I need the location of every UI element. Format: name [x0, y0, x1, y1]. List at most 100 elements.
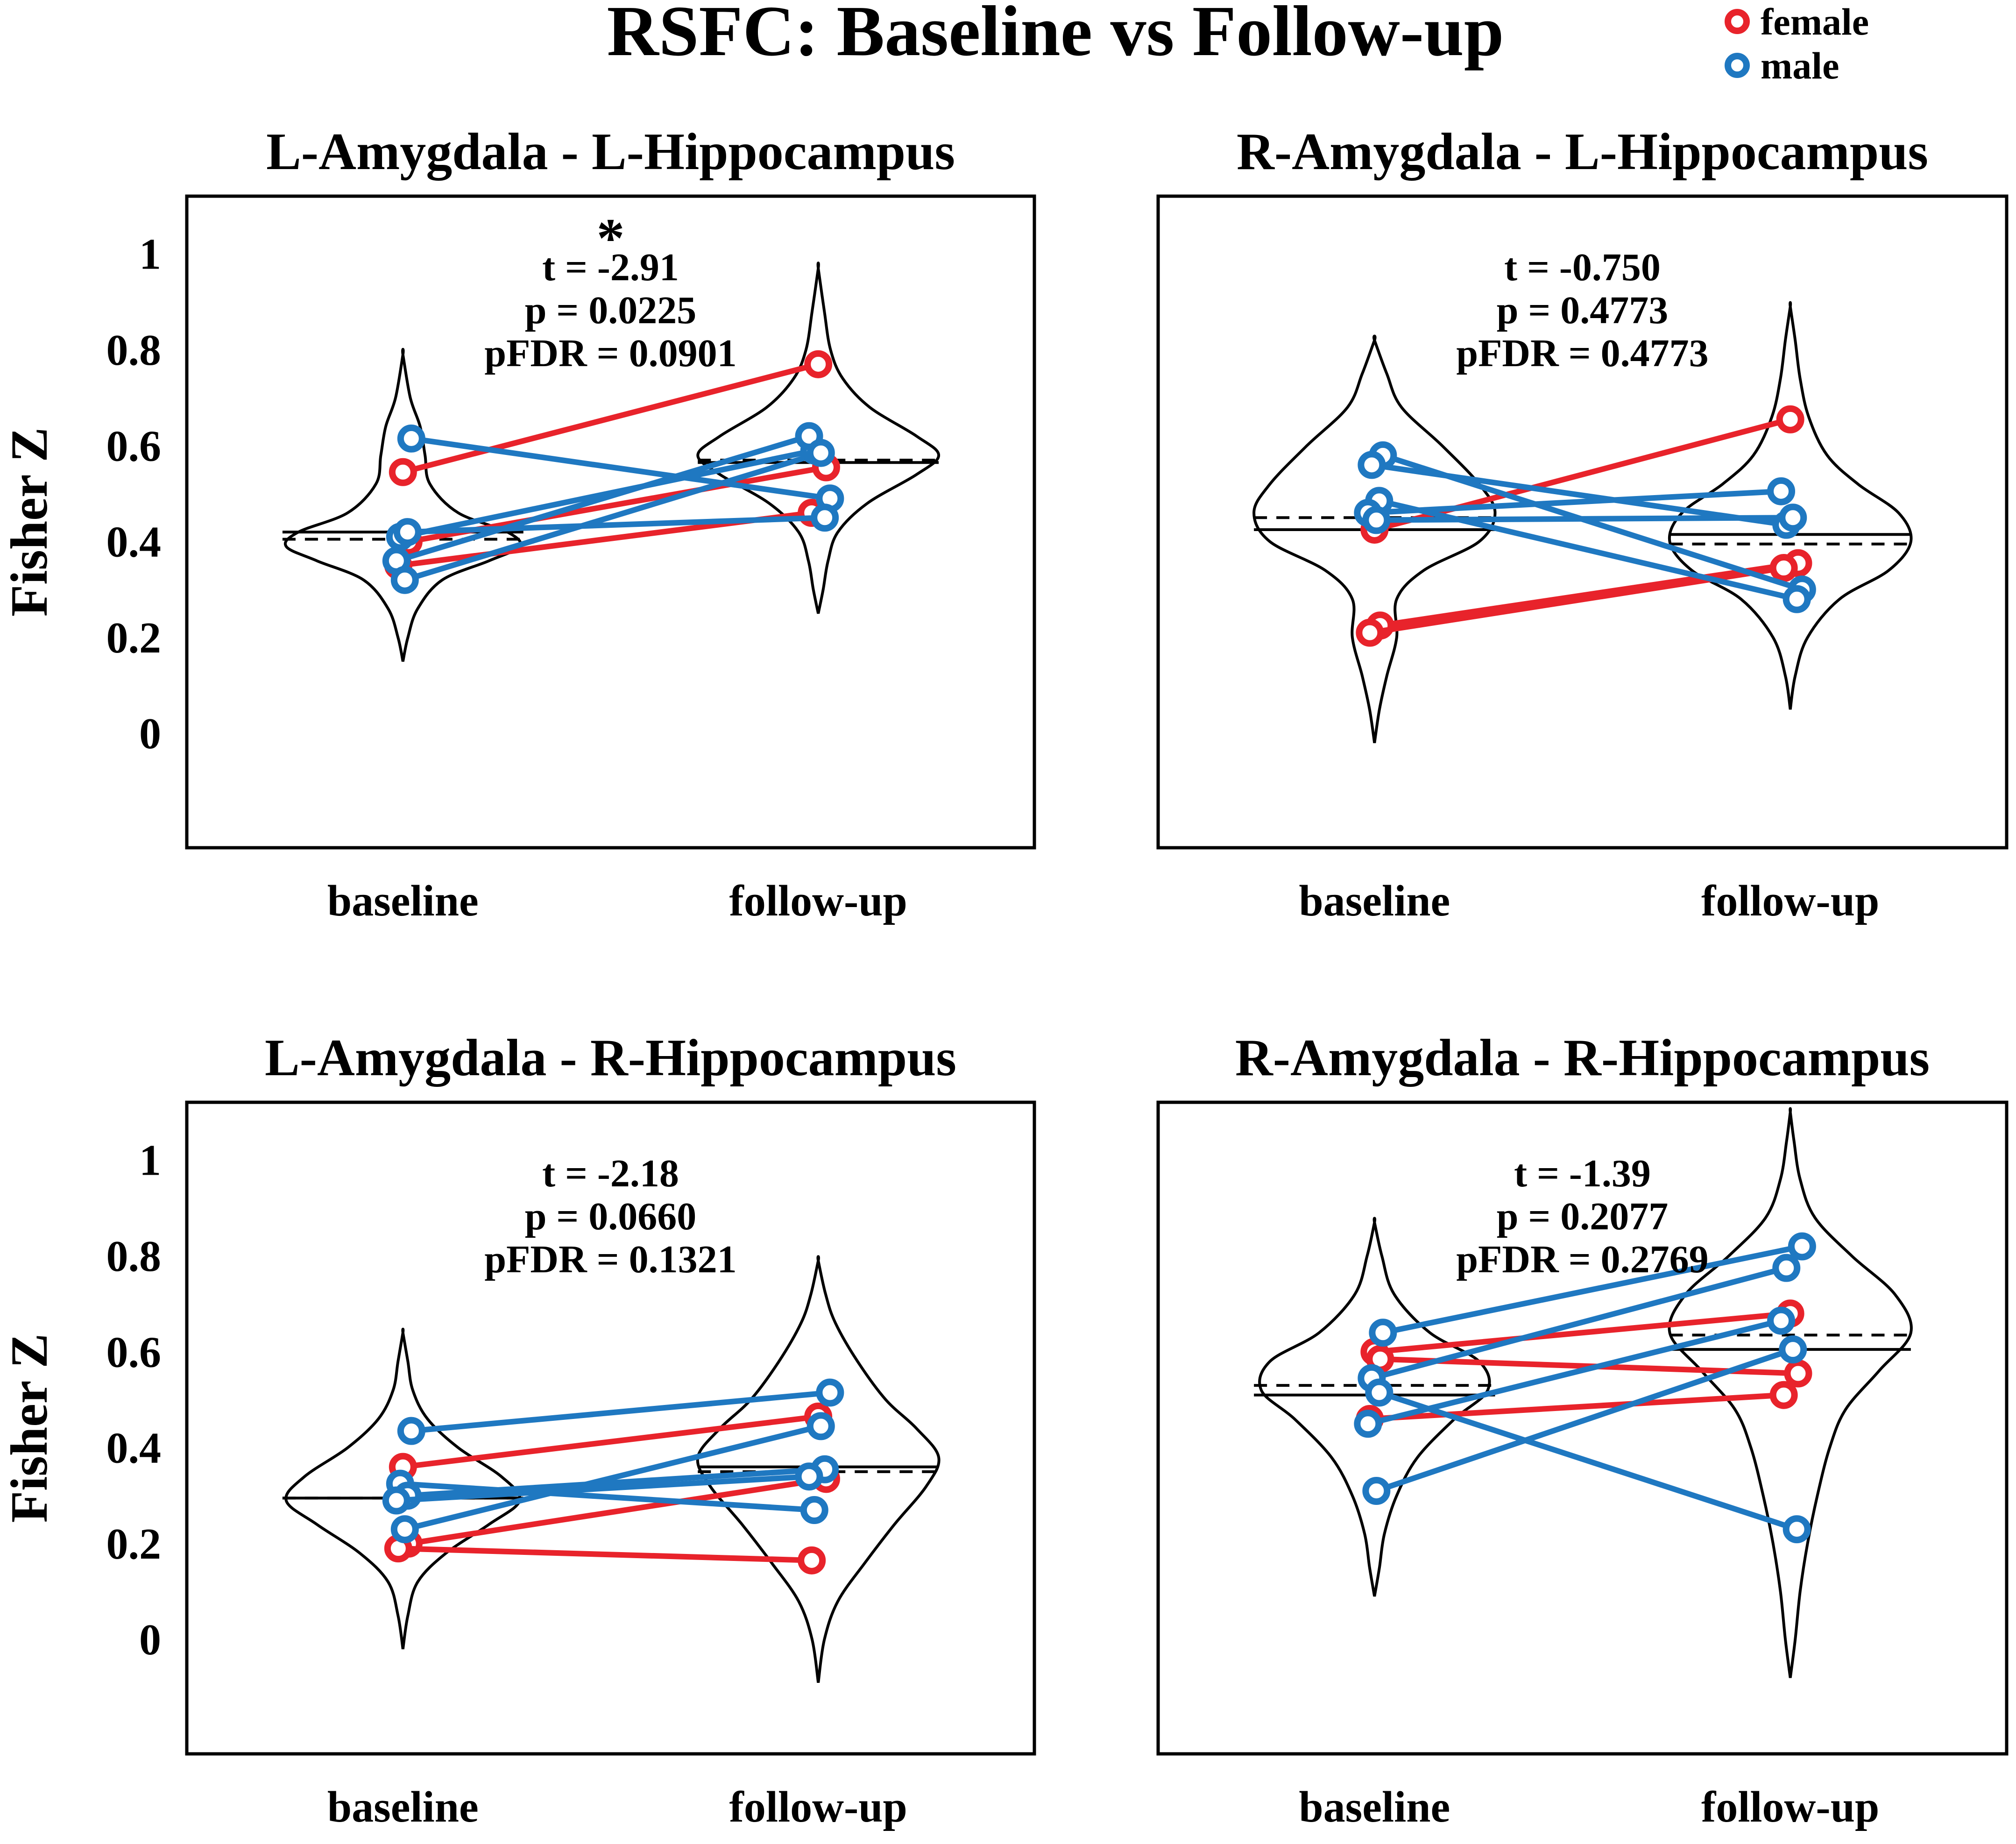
subject-line-female [402, 362, 819, 475]
point-followup-female [804, 350, 833, 378]
subject-line-female [1379, 560, 1799, 629]
stat-pfdr: pFDR = 0.2769 [1456, 1238, 1708, 1281]
point-followup-male [1783, 1515, 1811, 1544]
point-followup-male [800, 1496, 828, 1525]
point-followup-male [1779, 1335, 1807, 1364]
subject-line-male [1376, 515, 1793, 523]
subject-line-male [407, 1466, 825, 1499]
stat-t: t = -2.91 [542, 246, 679, 289]
subject-line-male [1371, 462, 1787, 528]
y-tick-label: 1 [139, 1136, 161, 1185]
subject-line-male [407, 515, 825, 535]
point-followup-female [1769, 1381, 1798, 1409]
stat-t: t = -0.750 [1504, 246, 1661, 289]
point-followup-male [806, 439, 835, 467]
point-followup-male [1767, 477, 1796, 505]
legend-female-marker [1725, 9, 1750, 34]
subject-line-male [404, 1423, 822, 1532]
subject-line-female [398, 1546, 812, 1563]
stat-p: p = 0.0225 [525, 289, 697, 332]
point-followup-male [795, 1462, 823, 1491]
violin-baseline [1252, 334, 1497, 744]
subject-line-male [1371, 1265, 1787, 1381]
point-baseline-male [382, 1486, 410, 1515]
point-followup-male [1783, 585, 1811, 613]
point-followup-male [1772, 1254, 1801, 1282]
point-baseline-male [1362, 1476, 1391, 1505]
y-tick-label: 0.8 [106, 1232, 162, 1281]
point-baseline-male [1365, 1378, 1394, 1407]
point-baseline-male [1362, 506, 1391, 534]
subject-line-female [1369, 565, 1784, 636]
chart-panel-2: R-Amygdala - L-Hippocampus baseline follow… [1156, 123, 2009, 925]
x-category-label: follow-up [729, 877, 907, 925]
point-followup-female [1784, 1359, 1812, 1388]
violin-follow-up [696, 1255, 941, 1683]
y-tick-label: 1 [139, 230, 161, 279]
x-category-label: baseline [327, 1783, 479, 1831]
point-baseline-male [1369, 1319, 1397, 1347]
axes-frame [185, 194, 1036, 850]
subject-line-male [404, 450, 822, 583]
y-tick-label: 0 [139, 709, 161, 758]
subject-line-male [396, 433, 810, 564]
legend-male-marker [1725, 53, 1750, 78]
y-tick-label: 0.2 [106, 1520, 162, 1568]
point-followup-male [806, 1412, 835, 1440]
y-tick-label: 0.4 [106, 518, 162, 567]
axes-frame [1156, 1100, 2009, 1756]
x-category-label: follow-up [1701, 877, 1879, 925]
subject-line-male [1382, 1243, 1803, 1336]
panel-title: R-Amygdala - R-Hippocampus [1235, 1029, 1930, 1087]
point-baseline-male [390, 1515, 419, 1544]
stat-t: t = -2.18 [542, 1152, 679, 1195]
subject-line-male [1368, 488, 1782, 516]
point-baseline-female [1356, 618, 1384, 647]
axes-frame [185, 1100, 1036, 1756]
point-baseline-male [390, 566, 419, 594]
violin-baseline [1258, 1217, 1491, 1597]
stat-t: t = -1.39 [1514, 1152, 1651, 1195]
x-category-label: follow-up [729, 1783, 907, 1831]
subject-line-male [410, 435, 831, 502]
figure-title: RSFC: Baseline vs Follow-up [607, 0, 1504, 71]
significance-marker: * [597, 207, 625, 269]
panels: L-Amygdala - L-Hippocampus 0 0.2 0.4 0.6 0.8 1… [0, 123, 2009, 1831]
chart-panel-4: R-Amygdala - R-Hippocampus baseline follow… [1156, 1029, 2009, 1831]
legend: female male [1725, 0, 1869, 87]
stat-pfdr: pFDR = 0.0901 [484, 332, 736, 375]
subject-line-female [1374, 1311, 1791, 1355]
point-followup-male [816, 1378, 844, 1407]
subject-line-male [399, 447, 815, 540]
stat-p: p = 0.2077 [1497, 1195, 1669, 1238]
violin-baseline [284, 348, 522, 662]
stat-p: p = 0.4773 [1497, 289, 1669, 332]
chart-panel-1: L-Amygdala - L-Hippocampus 0 0.2 0.4 0.6 0.8 1… [0, 123, 1036, 925]
subject-line-male [396, 1474, 809, 1504]
x-category-label: baseline [327, 877, 479, 925]
panel-title: R-Amygdala - L-Hippocampus [1237, 123, 1928, 181]
point-baseline-male [397, 424, 425, 453]
point-baseline-male [393, 518, 422, 546]
legend-female-label: female [1761, 0, 1869, 43]
subject-line-male [411, 1390, 830, 1434]
x-category-label: follow-up [1701, 1783, 1879, 1831]
stat-pfdr: pFDR = 0.4773 [1456, 332, 1708, 375]
point-followup-male [1767, 1306, 1796, 1335]
x-category-label: baseline [1299, 1783, 1450, 1831]
subject-line-male [400, 1481, 815, 1513]
stat-pfdr: pFDR = 0.1321 [484, 1238, 736, 1281]
point-baseline-female [389, 458, 417, 486]
subject-line-male [1375, 1347, 1794, 1494]
legend-male-label: male [1761, 44, 1839, 87]
y-tick-label: 0 [139, 1616, 161, 1664]
point-followup-male [1779, 504, 1807, 532]
point-followup-male [811, 504, 839, 532]
point-baseline-male [1358, 451, 1386, 479]
axes-frame [1156, 194, 2009, 850]
panel-title: L-Amygdala - L-Hippocampus [266, 123, 955, 181]
y-tick-label: 0.2 [106, 614, 162, 662]
point-baseline-male [1354, 1410, 1382, 1438]
stat-p: p = 0.0660 [525, 1195, 697, 1238]
